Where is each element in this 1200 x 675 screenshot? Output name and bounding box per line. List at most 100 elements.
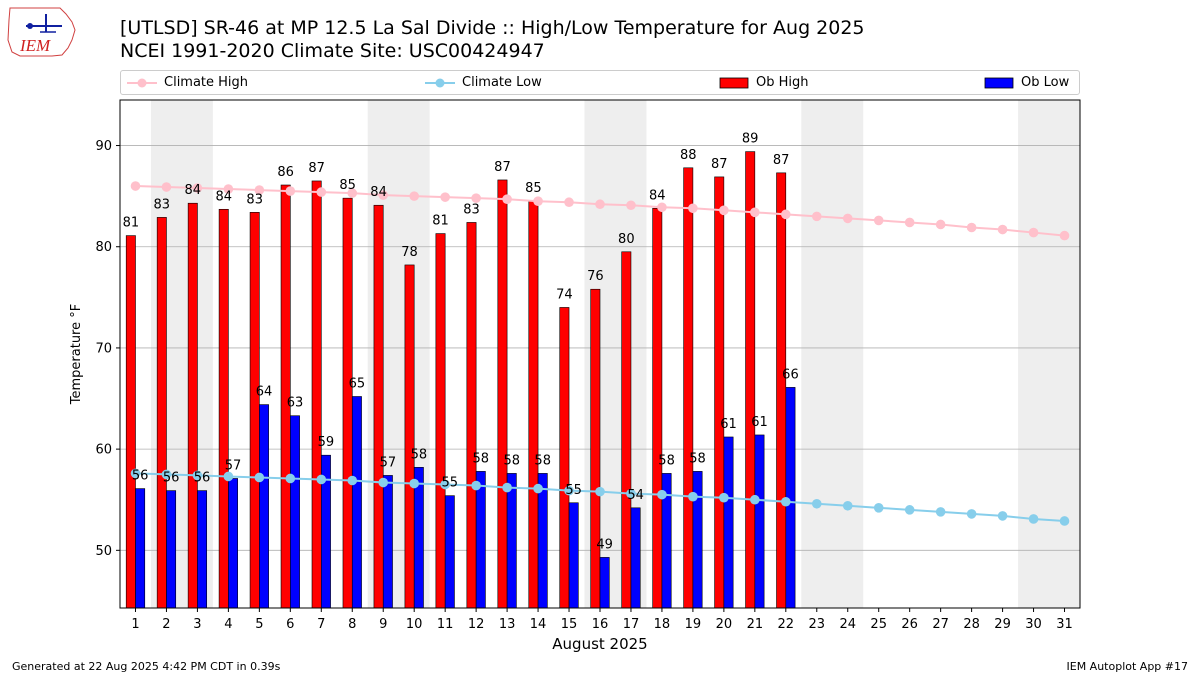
x-tick-label: 29: [994, 617, 1011, 632]
x-tick-label: 21: [747, 617, 764, 632]
ob-low-bar: [444, 495, 455, 609]
ob-high-bar: [373, 204, 384, 609]
x-tick-label: 31: [1056, 617, 1073, 632]
climate-high-point: [595, 199, 605, 210]
climate-low-point: [378, 477, 389, 488]
climate-low-point: [440, 479, 450, 490]
ob-high-label: 89: [742, 132, 759, 147]
ob-low-label: 55: [442, 476, 459, 491]
ob-low-label: 65: [349, 377, 366, 392]
ob-low-swatch-icon: [984, 77, 1014, 89]
y-tick-label: 90: [95, 139, 112, 154]
x-tick-label: 14: [530, 617, 547, 632]
ob-high-label: 87: [494, 160, 511, 175]
climate-high-point: [935, 219, 946, 230]
ob-low-bar: [197, 490, 208, 609]
x-tick-label: 15: [561, 617, 578, 632]
ob-high-bar: [683, 167, 694, 609]
climate-low-point: [719, 492, 729, 503]
ob-low-bar: [382, 475, 393, 609]
climate-low-line-icon: [425, 78, 455, 88]
x-tick-label: 22: [778, 617, 795, 632]
climate-high-point: [842, 213, 853, 224]
ob-high-bar: [714, 176, 725, 609]
climate-low-point: [285, 473, 296, 484]
climate-high-point: [130, 181, 141, 191]
x-tick-label: 16: [592, 617, 609, 632]
weekend-shade: [1018, 100, 1080, 608]
ob-low-bar: [259, 404, 269, 609]
climate-high-point: [471, 193, 481, 203]
legend-climate-low-label: Climate Low: [462, 75, 542, 90]
x-tick-label: 23: [809, 617, 826, 632]
ob-high-bar: [342, 197, 353, 609]
climate-high-point: [873, 215, 884, 226]
legend: Climate High Climate Low Ob High Ob Low: [120, 70, 1080, 95]
ob-high-bar: [590, 288, 601, 609]
ob-high-label: 84: [215, 189, 232, 204]
climate-low-point: [533, 483, 543, 494]
iem-logo: IEM: [7, 7, 76, 57]
ob-high-bar: [652, 207, 663, 609]
climate-low-point: [781, 496, 791, 507]
climate-low-point: [935, 507, 946, 517]
ob-high-label: 83: [246, 192, 263, 207]
climate-high-point: [1028, 227, 1039, 238]
x-tick-label: 27: [932, 617, 949, 632]
x-tick-label: 2: [162, 617, 170, 632]
legend-climate-high-label: Climate High: [164, 75, 249, 90]
x-tick-label: 1: [131, 617, 139, 632]
climate-low-point: [564, 485, 574, 496]
ob-low-bar: [692, 471, 703, 609]
climate-low-point: [626, 488, 636, 499]
ob-high-bar: [187, 202, 198, 609]
ob-high-bar: [125, 235, 136, 609]
x-tick-label: 28: [963, 617, 980, 632]
ob-low-label: 64: [256, 385, 273, 400]
climate-low-point: [471, 480, 481, 491]
ob-low-label: 61: [751, 415, 768, 430]
climate-low-point: [502, 482, 512, 493]
climate-low-point: [750, 494, 760, 505]
ob-low-bar: [166, 490, 177, 609]
x-tick-label: 24: [839, 617, 856, 632]
x-tick-label: 26: [901, 617, 918, 632]
ob-high-bar: [745, 151, 756, 609]
x-tick-label: 12: [468, 617, 485, 632]
y-axis-label: Temperature °F: [69, 304, 84, 405]
ob-high-label: 80: [618, 232, 635, 247]
x-tick-label: 3: [193, 617, 201, 632]
legend-ob-low-label: Ob Low: [1021, 75, 1070, 90]
ob-low-bar: [475, 471, 486, 609]
ob-high-label: 83: [154, 197, 171, 212]
x-tick-label: 4: [224, 617, 232, 632]
x-tick-label: 5: [255, 617, 263, 632]
ob-high-bar: [249, 212, 260, 609]
climate-high-point: [409, 191, 419, 201]
ob-high-bar: [156, 217, 167, 609]
x-tick-label: 8: [348, 617, 356, 632]
climate-low-point: [347, 475, 358, 486]
climate-high-point: [657, 202, 667, 213]
x-tick-label: 9: [379, 617, 387, 632]
ob-high-label: 87: [711, 157, 728, 172]
ob-low-label: 61: [720, 417, 737, 432]
climate-high-point: [316, 187, 327, 197]
climate-high-point: [966, 222, 977, 233]
ob-high-label: 84: [649, 188, 666, 203]
ob-high-swatch-icon: [719, 77, 749, 89]
climate-high-point: [440, 192, 450, 202]
climate-high-point: [1059, 230, 1070, 241]
y-tick-label: 80: [95, 240, 112, 255]
ob-low-label: 54: [627, 488, 644, 503]
ob-high-bar: [776, 172, 787, 609]
climate-high-point: [161, 182, 172, 192]
ob-low-label: 56: [194, 471, 211, 486]
ob-low-bar: [537, 473, 548, 609]
ob-low-bar: [568, 502, 579, 609]
climate-high-point: [502, 194, 512, 204]
climate-low-point: [657, 489, 667, 500]
ob-high-label: 83: [463, 202, 480, 217]
climate-high-point: [688, 203, 698, 214]
